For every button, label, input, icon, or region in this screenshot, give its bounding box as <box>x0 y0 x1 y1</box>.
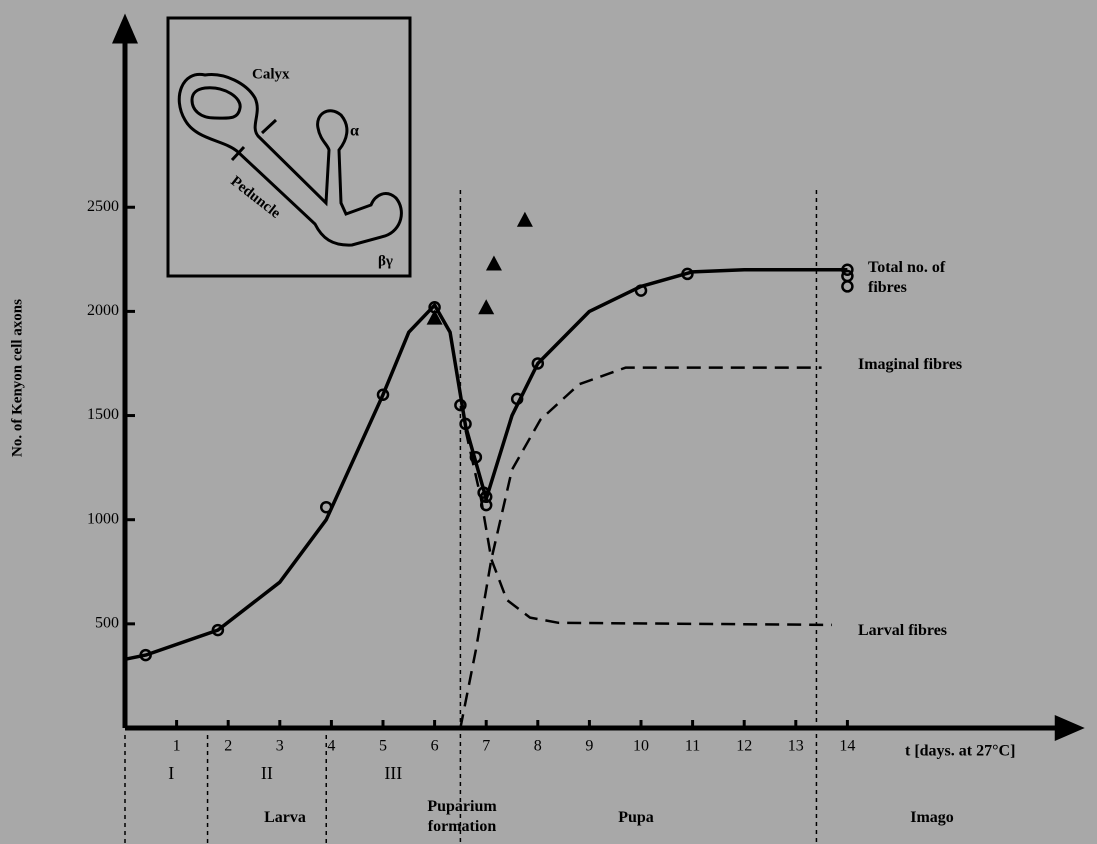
y-axis-label: No. of Kenyon cell axons <box>9 299 25 457</box>
x-axis-arrow <box>1054 715 1085 741</box>
data-point <box>510 392 524 406</box>
y-tick-label: 1000 <box>87 510 119 527</box>
stage-label: III <box>384 763 402 783</box>
data-point <box>516 211 533 227</box>
x-tick-label: 6 <box>431 738 439 755</box>
series-label: Imaginal fibres <box>858 356 963 373</box>
stage-label: I <box>168 763 174 783</box>
inset-tick <box>230 145 246 162</box>
phase-label: Puparium formation <box>427 798 497 835</box>
inset-frame <box>166 16 412 278</box>
data-point <box>479 498 493 512</box>
series-line <box>459 366 822 729</box>
data-point <box>319 500 333 514</box>
y-tick-label: 2500 <box>87 198 119 215</box>
x-tick-label: 7 <box>482 738 490 755</box>
data-point <box>426 309 443 325</box>
mushroom-body-drawing <box>177 73 403 247</box>
data-point <box>531 357 545 370</box>
y-tick-label: 2000 <box>87 302 119 319</box>
x-tick-label: 1 <box>173 738 181 755</box>
data-point <box>459 417 472 431</box>
y-axis-arrow <box>112 13 138 44</box>
data-point <box>479 490 493 504</box>
x-tick-label: 11 <box>685 738 700 755</box>
phase-label: Pupa <box>618 809 654 826</box>
inset: Calyx α Peduncle βγ <box>166 16 412 278</box>
data-point <box>841 280 854 293</box>
data-point <box>841 263 854 276</box>
data-point <box>634 284 648 297</box>
data-point <box>485 255 502 271</box>
series-line <box>464 429 832 627</box>
y-tick-label: 1500 <box>87 406 119 423</box>
x-tick-label: 13 <box>788 738 804 755</box>
x-axis-label: t [days. at 27°C] <box>905 743 1015 760</box>
inset-tick <box>260 118 278 135</box>
inset-label: α <box>350 123 359 140</box>
data-point <box>139 648 152 662</box>
data-point <box>469 450 483 464</box>
data-point <box>376 388 390 401</box>
x-tick-label: 4 <box>327 738 335 755</box>
inset-label: Calyx <box>252 66 290 82</box>
inset-label: βγ <box>378 253 393 269</box>
data-point <box>681 267 694 281</box>
data-point <box>211 623 225 637</box>
phase-label: Imago <box>910 809 954 826</box>
series-line <box>124 267 848 661</box>
y-tick-label: 500 <box>95 615 119 632</box>
x-tick-label: 2 <box>224 738 232 755</box>
x-tick-label: 3 <box>276 738 284 755</box>
x-tick-label: 8 <box>534 738 542 755</box>
series-label: Total no. of fibres <box>868 259 946 296</box>
data-point <box>454 398 467 412</box>
x-tick-label: 14 <box>839 738 855 755</box>
data-point <box>478 299 495 315</box>
x-tick-label: 12 <box>736 738 752 755</box>
stage-label: II <box>261 763 273 783</box>
x-tick-label: 5 <box>379 738 387 755</box>
x-tick-label: 9 <box>585 738 593 755</box>
x-tick-label: 10 <box>633 738 649 755</box>
phase-label: Larva <box>264 809 306 826</box>
series-label: Larval fibres <box>858 622 948 639</box>
